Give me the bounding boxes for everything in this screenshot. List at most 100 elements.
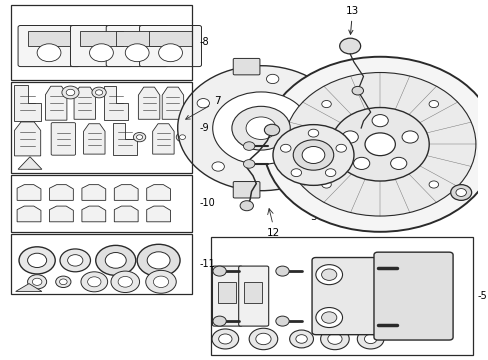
Circle shape — [243, 159, 254, 168]
Circle shape — [96, 246, 136, 275]
Circle shape — [145, 270, 176, 293]
Circle shape — [212, 162, 224, 171]
Circle shape — [321, 269, 336, 280]
Bar — [11, 234, 192, 294]
Circle shape — [321, 181, 330, 188]
Polygon shape — [146, 185, 170, 201]
Polygon shape — [152, 124, 174, 154]
Circle shape — [357, 329, 383, 349]
Polygon shape — [17, 185, 41, 201]
Circle shape — [212, 266, 226, 276]
Circle shape — [19, 247, 55, 274]
Circle shape — [89, 44, 113, 62]
Circle shape — [218, 334, 231, 344]
Text: 13: 13 — [345, 6, 359, 34]
Text: -10: -10 — [199, 198, 214, 208]
Circle shape — [339, 38, 360, 54]
Text: 4: 4 — [232, 130, 238, 140]
Circle shape — [293, 140, 333, 170]
Circle shape — [118, 276, 132, 287]
Circle shape — [315, 265, 342, 285]
Polygon shape — [49, 185, 73, 201]
Circle shape — [37, 44, 61, 62]
Circle shape — [179, 135, 185, 139]
Circle shape — [125, 44, 149, 62]
Circle shape — [390, 157, 406, 170]
Circle shape — [266, 74, 278, 84]
Text: -5: -5 — [477, 291, 487, 301]
Circle shape — [249, 328, 277, 350]
Circle shape — [137, 244, 180, 276]
Text: 2: 2 — [463, 174, 469, 184]
Circle shape — [295, 335, 306, 343]
Circle shape — [197, 99, 209, 108]
Bar — [149, 31, 192, 46]
Circle shape — [330, 108, 428, 181]
Circle shape — [87, 277, 101, 287]
Circle shape — [401, 131, 417, 143]
Circle shape — [450, 185, 471, 201]
Bar — [80, 31, 122, 46]
FancyBboxPatch shape — [311, 257, 376, 335]
Circle shape — [307, 129, 318, 137]
Circle shape — [67, 255, 82, 266]
FancyBboxPatch shape — [233, 181, 260, 198]
Circle shape — [275, 316, 288, 326]
Circle shape — [111, 271, 139, 293]
Circle shape — [60, 279, 67, 285]
Circle shape — [231, 106, 290, 150]
Circle shape — [81, 272, 107, 292]
FancyBboxPatch shape — [238, 266, 268, 326]
Circle shape — [66, 89, 75, 96]
FancyBboxPatch shape — [212, 266, 242, 326]
Polygon shape — [17, 206, 41, 222]
Circle shape — [153, 276, 168, 288]
Circle shape — [56, 276, 71, 288]
Text: -8: -8 — [199, 37, 208, 48]
Polygon shape — [83, 124, 105, 154]
Circle shape — [351, 86, 363, 95]
Polygon shape — [103, 86, 127, 120]
Text: -11: -11 — [199, 259, 214, 269]
Text: 1: 1 — [0, 359, 1, 360]
Circle shape — [212, 92, 309, 165]
Polygon shape — [82, 206, 105, 222]
FancyBboxPatch shape — [233, 58, 260, 75]
Circle shape — [287, 167, 300, 176]
Circle shape — [289, 330, 313, 348]
Polygon shape — [162, 87, 183, 119]
FancyBboxPatch shape — [70, 26, 132, 67]
Circle shape — [240, 201, 253, 211]
Bar — [211, 237, 472, 355]
Polygon shape — [16, 284, 42, 292]
Circle shape — [176, 132, 188, 142]
Circle shape — [364, 334, 376, 343]
Circle shape — [342, 131, 358, 143]
Circle shape — [290, 169, 301, 177]
Circle shape — [32, 278, 42, 285]
Circle shape — [280, 144, 290, 152]
Polygon shape — [138, 87, 160, 119]
Bar — [11, 5, 192, 80]
Wedge shape — [177, 66, 333, 191]
Text: 3: 3 — [309, 212, 316, 222]
Circle shape — [95, 90, 102, 95]
Circle shape — [243, 142, 254, 150]
Text: 7: 7 — [185, 96, 220, 119]
Circle shape — [245, 117, 276, 139]
FancyBboxPatch shape — [51, 123, 75, 155]
Circle shape — [371, 114, 387, 127]
Polygon shape — [49, 206, 73, 222]
Circle shape — [364, 133, 395, 156]
Circle shape — [136, 135, 142, 139]
Circle shape — [105, 252, 126, 268]
Circle shape — [62, 86, 79, 99]
Circle shape — [353, 157, 369, 170]
Polygon shape — [146, 206, 170, 222]
Circle shape — [321, 312, 336, 323]
Text: 12: 12 — [266, 228, 279, 238]
Circle shape — [212, 329, 238, 349]
Polygon shape — [114, 206, 138, 222]
Circle shape — [263, 57, 488, 232]
Polygon shape — [15, 122, 41, 156]
